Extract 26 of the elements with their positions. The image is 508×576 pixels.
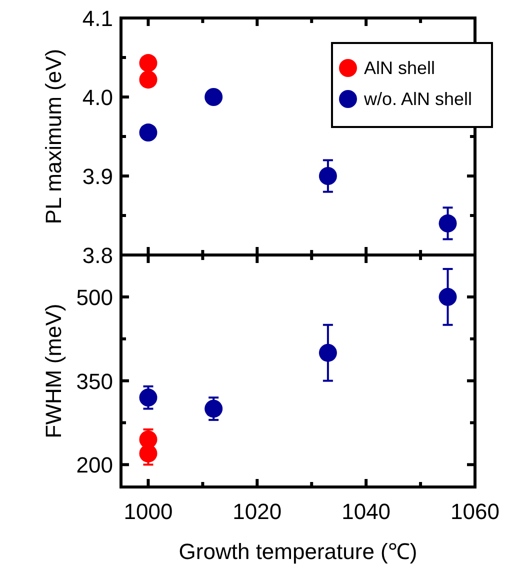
y-tick-label: 3.8	[82, 243, 113, 268]
point	[438, 214, 457, 232]
y-tick-label: 350	[76, 368, 113, 394]
point	[204, 88, 223, 106]
y-tick-label: 3.9	[82, 164, 113, 189]
y-tick-label: 500	[76, 284, 113, 310]
y-axis-title: FWHM (meV)	[41, 304, 66, 438]
x-tick-label: 1060	[450, 499, 500, 524]
x-axis-title: Growth temperature (℃)	[178, 539, 418, 564]
x-tick-label: 1040	[342, 499, 391, 524]
point	[139, 124, 158, 142]
point	[438, 288, 457, 306]
point	[139, 388, 158, 407]
legend-label: AlN shell	[364, 58, 436, 78]
x-tick-label: 1020	[232, 499, 282, 524]
y-axis-title: PL maximum (eV)	[41, 48, 66, 224]
x-tick-label: 1000	[124, 499, 173, 524]
point	[318, 167, 337, 185]
point	[139, 54, 158, 72]
point	[139, 70, 158, 89]
legend-label: w/o. AlN shell	[363, 89, 472, 109]
y-tick-label: 4.1	[82, 6, 113, 31]
point	[204, 400, 223, 418]
y-tick-label: 200	[76, 452, 113, 478]
point	[318, 344, 337, 362]
y-tick-label: 4.0	[82, 85, 113, 110]
